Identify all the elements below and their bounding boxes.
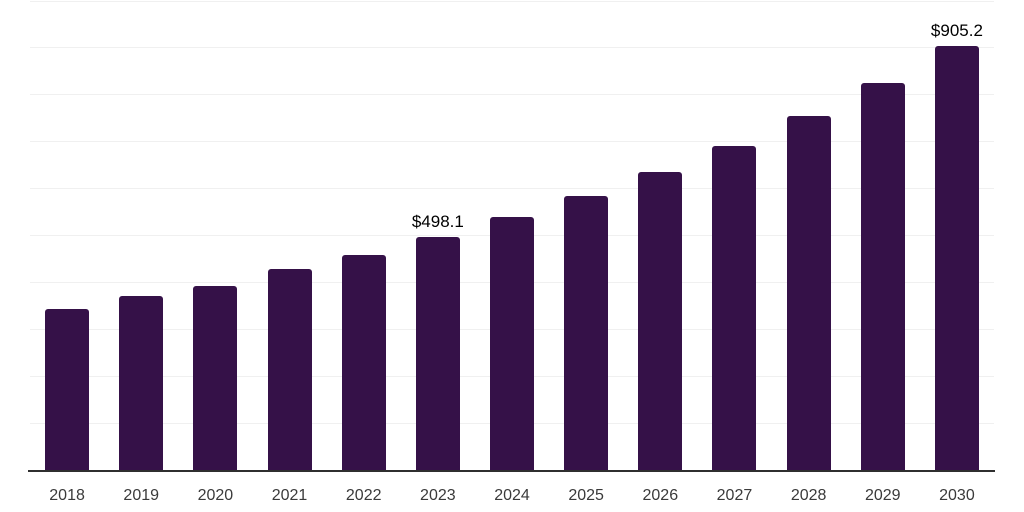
bar-2023 — [415, 236, 460, 471]
bar-2026 — [638, 171, 683, 471]
data-label-2030: $905.2 — [930, 21, 983, 41]
bar-2025 — [564, 195, 609, 471]
x-tick-label-2018: 2018 — [49, 487, 85, 504]
bar-2020 — [193, 285, 238, 471]
x-tick-label-2020: 2020 — [197, 487, 234, 504]
bar-2022 — [341, 254, 386, 471]
bar-2021 — [267, 268, 312, 471]
gridline-800 — [30, 94, 994, 96]
gridline-900 — [30, 47, 994, 49]
x-tick-label-2030: 2030 — [939, 487, 975, 504]
x-tick-label-2029: 2029 — [864, 487, 901, 504]
gridline-700 — [30, 141, 994, 143]
bar-2018 — [45, 308, 90, 471]
x-tick-label-2027: 2027 — [716, 487, 753, 504]
x-tick-label-2021: 2021 — [271, 487, 308, 504]
bar-2029 — [860, 82, 905, 471]
x-axis-line — [28, 469, 995, 472]
x-tick-label-2019: 2019 — [123, 487, 160, 504]
bar-2030 — [934, 45, 979, 471]
x-tick-label-2024: 2024 — [494, 487, 530, 504]
x-tick-label-2028: 2028 — [790, 487, 827, 504]
bar-2028 — [786, 116, 831, 471]
x-tick-label-2023: 2023 — [420, 487, 456, 504]
bar-2027 — [712, 145, 757, 471]
x-tick-label-2022: 2022 — [345, 487, 382, 504]
gridline-1000 — [30, 0, 994, 2]
bar-2024 — [490, 216, 534, 471]
gridline-600 — [30, 188, 994, 190]
x-tick-label-2025: 2025 — [568, 487, 604, 504]
x-tick-label-2026: 2026 — [642, 487, 679, 504]
bar-2019 — [119, 295, 164, 471]
data-label-2023: $498.1 — [411, 212, 464, 232]
